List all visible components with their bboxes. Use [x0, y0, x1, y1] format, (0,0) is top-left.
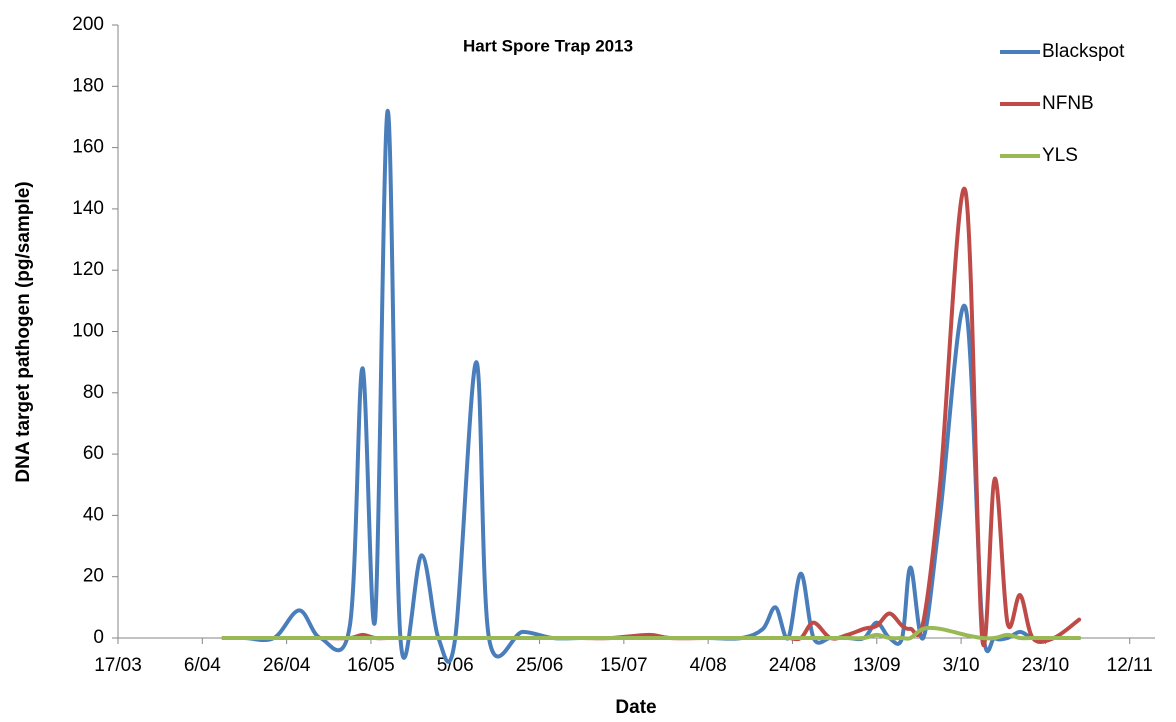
- y-tick-label: 40: [83, 504, 104, 525]
- legend-label: Blackspot: [1042, 41, 1125, 62]
- y-tick-label: 140: [72, 198, 104, 219]
- y-tick-label: 80: [83, 382, 104, 403]
- series-line: [221, 625, 1082, 641]
- x-tick-label: 12/11: [1107, 655, 1153, 676]
- chart-title: Hart Spore Trap 2013: [463, 36, 633, 55]
- x-tick-label: 5/06: [437, 655, 474, 676]
- x-tick-label: 6/04: [184, 655, 221, 676]
- x-axis-title: Date: [615, 697, 656, 718]
- y-tick-label: 180: [72, 75, 104, 96]
- x-tick-label: 4/08: [690, 655, 727, 676]
- y-tick-label: 160: [72, 137, 104, 158]
- y-axis-title: DNA target pathogen (pg/sample): [13, 181, 34, 482]
- x-tick-label: 16/05: [347, 655, 395, 676]
- x-tick-label: 24/08: [769, 655, 817, 676]
- y-tick-label: 100: [72, 321, 104, 342]
- legend-label: NFNB: [1042, 93, 1094, 114]
- x-tick-label: 25/06: [516, 655, 564, 676]
- y-tick-label: 60: [83, 443, 104, 464]
- x-tick-label: 26/04: [263, 655, 311, 676]
- x-tick-label: 13/09: [853, 655, 901, 676]
- legend-label: YLS: [1042, 145, 1078, 166]
- x-tick-label: 15/07: [600, 655, 648, 676]
- y-tick-label: 120: [72, 259, 104, 280]
- x-tick-label: 3/10: [943, 655, 980, 676]
- y-tick-label: 0: [93, 627, 104, 648]
- y-tick-label: 20: [83, 566, 104, 587]
- series-line: [221, 108, 1082, 664]
- y-tick-label: 200: [72, 14, 104, 35]
- x-tick-label: 23/10: [1022, 655, 1070, 676]
- x-tick-label: 17/03: [94, 655, 142, 676]
